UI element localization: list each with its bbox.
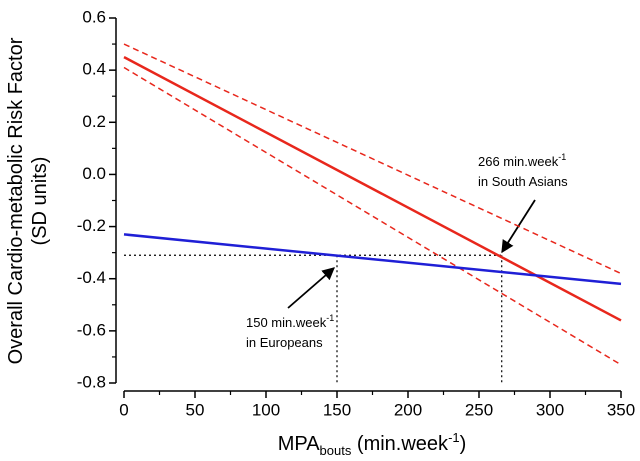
annotation-sup: -1 xyxy=(326,313,334,323)
x-label-sub: bouts xyxy=(320,443,352,458)
data-line xyxy=(123,233,622,286)
data-line xyxy=(123,66,622,366)
y-tick-label: 0.2 xyxy=(82,112,106,131)
x-tick-label: 0 xyxy=(119,400,128,419)
annotation-text: in Europeans xyxy=(246,335,323,350)
x-label-main: MPA xyxy=(278,433,321,455)
x-tick-label: 200 xyxy=(394,400,422,419)
y-tick-label: -0.2 xyxy=(77,216,106,235)
x-tick-label: 150 xyxy=(323,400,351,419)
x-label-sup: -1 xyxy=(448,430,460,445)
annotation-sup: -1 xyxy=(558,152,566,162)
x-tick-label: 50 xyxy=(186,400,205,419)
x-label-end: ) xyxy=(460,433,467,455)
y-tick-label: 0.4 xyxy=(82,60,106,79)
y-tick-label: 0.0 xyxy=(82,164,106,183)
annotation-text: 266 min.week-1 xyxy=(478,152,566,169)
x-tick-label: 350 xyxy=(607,400,635,419)
x-tick-label: 100 xyxy=(252,400,280,419)
y-tick-label: -0.6 xyxy=(77,320,106,339)
y-tick-label: -0.8 xyxy=(77,372,106,391)
annotation-main: 150 min.week xyxy=(246,315,327,330)
x-tick-label: 300 xyxy=(536,400,564,419)
x-tick-label: 250 xyxy=(465,400,493,419)
data-line xyxy=(123,43,622,275)
annotation-arrow xyxy=(287,267,335,309)
x-axis-label: MPAbouts (min.week-1) xyxy=(278,430,467,458)
annotation: 266 min.week-1 in South Asians xyxy=(478,152,568,254)
annotation-main: 266 min.week xyxy=(478,154,559,169)
y-axis-label: Overall Cardio-metabolic Risk Factor xyxy=(5,37,27,364)
annotation: 150 min.week-1 in Europeans xyxy=(246,267,335,350)
annotation-text: 150 min.week-1 xyxy=(246,313,334,330)
y-tick-label: 0.6 xyxy=(82,7,106,26)
y-tick-label: -0.4 xyxy=(77,268,106,287)
annotation-text: in South Asians xyxy=(478,174,568,189)
x-label-rest: (min.week xyxy=(351,433,449,455)
y-axis-label: (SD units) xyxy=(29,157,51,246)
